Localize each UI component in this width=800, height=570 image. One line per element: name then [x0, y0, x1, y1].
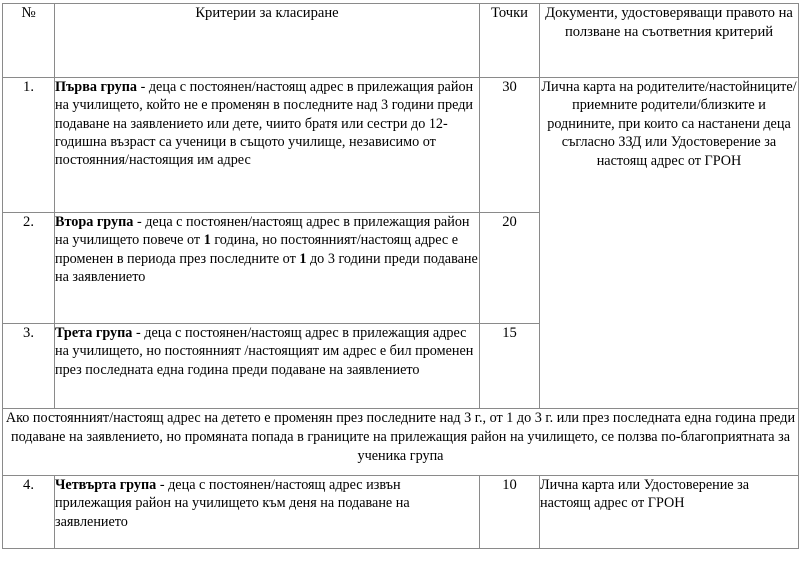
- group-name-label: Първа група: [55, 79, 138, 95]
- table-body: 1. Първа група - деца с постоянен/настоя…: [2, 77, 799, 549]
- criteria-ranking-table: № Критерии за класиране Точки Документи,…: [2, 3, 799, 549]
- points-cell: 10: [479, 475, 540, 549]
- documents-cell-group-4: Лична карта или Удостоверение за настоящ…: [539, 475, 799, 549]
- group-name-label: Четвърта група: [55, 477, 157, 493]
- criteria-description-part1: - деца с постоянен/настоящ адрес в приле…: [55, 214, 470, 249]
- criteria-emphasis-one: 1: [203, 232, 211, 249]
- note-row: Ако постоянният/настоящ адрес на детето …: [2, 408, 799, 476]
- criteria-description-part2: година, но постоянният/настоящ адрес е п…: [55, 232, 459, 267]
- criteria-cell: Трета група - деца с постоянен/настоящ а…: [54, 323, 480, 409]
- criteria-description-part3: до 3 години преди подаване на заявлениет…: [55, 250, 478, 285]
- criteria-cell: Четвърта група - деца с постоянен/настоя…: [54, 475, 480, 549]
- documents-cell-groups-1-3: Лична карта на родителите/настойниците/ …: [539, 77, 799, 409]
- table-header-row: № Критерии за класиране Точки Документи,…: [2, 3, 799, 78]
- criteria-emphasis-one-second: 1: [299, 250, 307, 267]
- row-number-cell: 2.: [2, 212, 55, 324]
- points-cell: 30: [479, 77, 540, 213]
- points-cell: 15: [479, 323, 540, 409]
- row-number-cell: 4.: [2, 475, 55, 549]
- table-row: 1. Първа група - деца с постоянен/настоя…: [2, 77, 799, 409]
- row-number-cell: 1.: [2, 77, 55, 213]
- criteria-description: - деца с постоянен/настоящ адрес в приле…: [55, 325, 474, 378]
- table-row: 3. Трета група - деца с постоянен/настоя…: [2, 323, 799, 409]
- row-number-cell: 3.: [2, 323, 55, 409]
- table-header: № Критерии за класиране Точки Документи,…: [2, 3, 799, 78]
- criteria-description: - деца с постоянен/настоящ адрес в приле…: [55, 79, 474, 168]
- column-header-number: №: [2, 3, 55, 78]
- points-cell: 20: [479, 212, 540, 324]
- criteria-description: - деца с постоянен/настоящ адрес извън п…: [55, 477, 410, 530]
- criteria-cell: Първа група - деца с постоянен/настоящ а…: [54, 77, 480, 213]
- column-header-criteria: Критерии за класиране: [54, 3, 480, 78]
- column-header-points: Точки: [479, 3, 540, 78]
- group-name-label: Втора група: [55, 214, 134, 230]
- criteria-cell: Втора група - деца с постоянен/настоящ а…: [54, 212, 480, 324]
- column-header-documents: Документи, удостоверяващи правото на пол…: [539, 3, 799, 78]
- note-cell: Ако постоянният/настоящ адрес на детето …: [2, 408, 799, 476]
- group-name-label: Трета група: [55, 325, 133, 341]
- table-row: 4. Четвърта група - деца с постоянен/нас…: [2, 475, 799, 549]
